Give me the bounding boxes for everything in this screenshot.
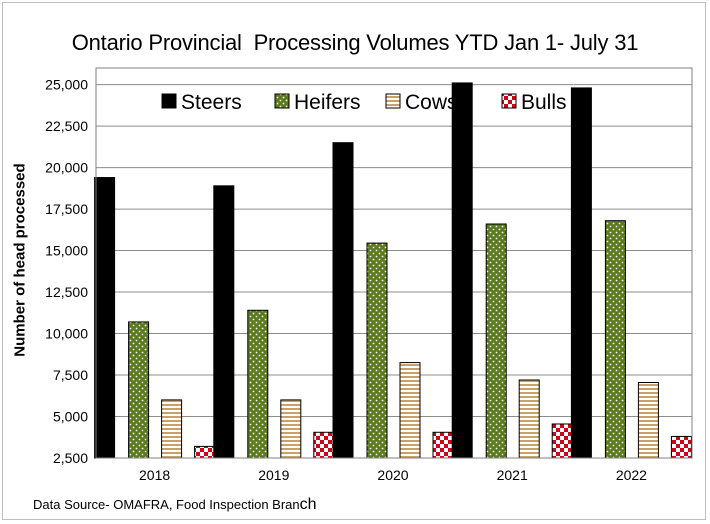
bar-steers-2021 [451,82,473,459]
bar-cows-2021 [518,379,540,459]
bar-bulls-2022 [670,435,692,459]
y-tick-label: 7,500 [53,367,88,383]
bar-heifers-2018 [128,321,150,459]
y-tick-label: 2,500 [53,450,88,466]
y-tick-label: 20,000 [45,160,88,176]
bar-heifers-2020 [366,242,388,459]
bar-cows-2018 [161,399,183,459]
legend: Steers Heifers Cows Bulls [161,91,567,114]
legend-swatch-steers [161,93,177,109]
data-source-text: Data Source- OMAFRA, Food Inspection Bra… [33,497,300,512]
gridlines [96,84,692,459]
legend-label-heifers: Heifers [294,91,361,114]
bar-bulls-2018 [194,445,216,459]
x-tick-label: 2018 [139,467,170,483]
plot-area-border [95,67,693,459]
chart-title: Ontario Provincial Processing Volumes YT… [71,30,639,55]
x-tick-label: 2020 [377,467,408,483]
bar-cows-2022 [637,381,659,459]
bar-heifers-2019 [247,309,269,459]
bar-steers-2019 [213,185,235,459]
bar-heifers-2022 [604,220,626,459]
legend-label-cows: Cows [405,91,458,114]
bar-bulls-2021 [551,423,573,459]
data-source-note: Data Source- OMAFRA, Food Inspection Bra… [33,496,317,514]
y-tick-labels: 2,500 5,000 7,500 10,000 12,500 15,000 17,500 2… [45,77,88,466]
legend-swatch-cows [385,93,401,109]
bar-steers-2018 [94,177,116,459]
x-tick-label: 2019 [258,467,289,483]
y-tick-label: 5,000 [53,409,88,425]
bar-cows-2019 [280,399,302,459]
y-tick-label: 22,500 [45,118,88,134]
bar-heifers-2021 [485,223,507,459]
bar-bulls-2020 [432,431,454,459]
y-tick-label: 17,500 [45,201,88,217]
legend-label-steers: Steers [181,91,242,114]
bars [94,82,692,459]
y-tick-label: 25,000 [45,77,88,93]
x-tick-labels: 2018 2019 2020 2021 2022 [139,467,647,483]
bar-steers-2020 [332,142,354,459]
bar-steers-2022 [570,87,592,459]
data-source-text-tail: ch [299,496,317,513]
legend-swatch-bulls [501,93,517,109]
y-tick-label: 12,500 [45,284,88,300]
x-tick-label: 2022 [616,467,647,483]
y-tick-label: 10,000 [45,326,88,342]
x-tick-label: 2021 [497,467,528,483]
legend-swatch-heifers [274,93,290,109]
bar-cows-2020 [399,362,421,459]
y-tick-label: 15,000 [45,243,88,259]
legend-label-bulls: Bulls [521,91,567,114]
bar-bulls-2019 [313,431,335,459]
